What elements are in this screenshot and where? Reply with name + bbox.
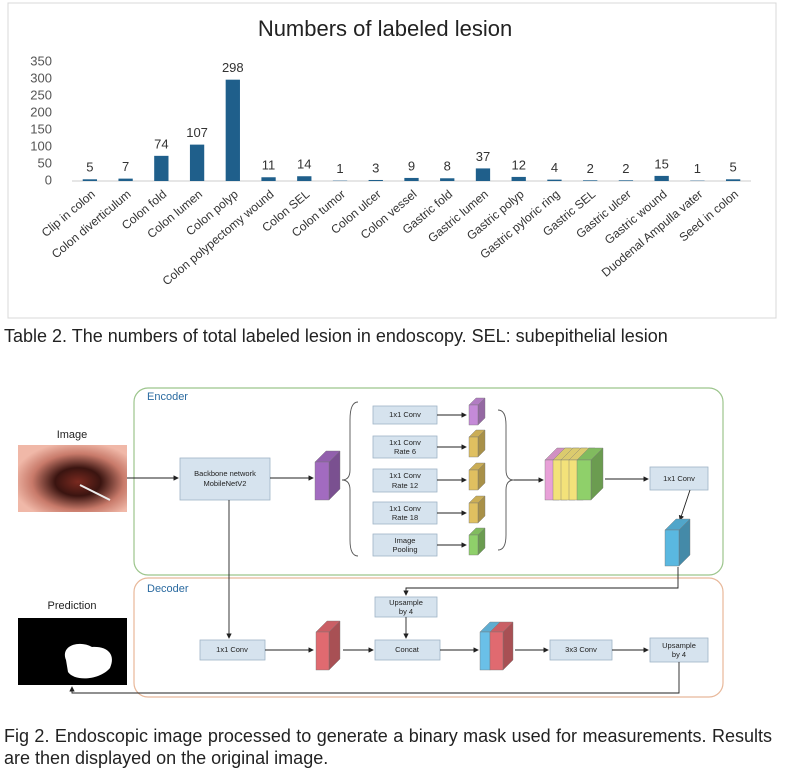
y-tick-label: 150 <box>30 121 52 136</box>
feature-maps <box>314 397 691 671</box>
value-label: 8 <box>444 159 451 174</box>
bar <box>189 144 205 181</box>
y-tick-label: 50 <box>38 155 52 170</box>
value-label: 14 <box>297 157 311 172</box>
value-label: 3 <box>372 160 379 175</box>
mask-blob <box>64 643 112 679</box>
node-text: Upsample <box>662 641 696 650</box>
node-box <box>372 468 438 493</box>
node-text: Rate 12 <box>392 481 418 490</box>
arrow <box>403 567 679 596</box>
bar <box>475 168 491 181</box>
value-label: 12 <box>511 157 525 172</box>
y-tick-label: 350 <box>30 53 52 68</box>
cube-front <box>468 469 479 491</box>
value-label: 5 <box>730 160 737 175</box>
bar <box>368 179 383 181</box>
cube-front <box>664 529 680 567</box>
value-label: 7 <box>122 159 129 174</box>
y-tick-label: 250 <box>30 87 52 102</box>
encoder-frame <box>133 387 724 576</box>
brace <box>497 409 515 551</box>
node-box <box>179 457 271 501</box>
prediction-label: Prediction <box>48 600 97 612</box>
value-label: 74 <box>154 136 168 151</box>
decoder-label: Decoder <box>147 583 189 595</box>
cube-front <box>468 502 479 524</box>
node-text: Pooling <box>392 545 417 554</box>
value-label: 1 <box>694 161 701 176</box>
node-text: Upsample <box>389 598 423 607</box>
brace <box>341 401 359 557</box>
input-image <box>18 445 127 512</box>
node-text: Image <box>395 536 416 545</box>
y-tick-label: 300 <box>30 70 52 85</box>
node-text: by 4 <box>672 650 686 659</box>
bar <box>618 180 634 181</box>
bar <box>440 178 455 181</box>
bar <box>654 175 669 181</box>
value-label: 2 <box>622 161 629 176</box>
cube-front <box>479 631 491 671</box>
node-text: 1x1 Conv <box>389 504 421 513</box>
node-text: Backbone network <box>194 469 256 478</box>
node-text: Concat <box>395 645 420 654</box>
cube-front <box>468 404 479 426</box>
cube-front <box>315 631 330 671</box>
value-label: 298 <box>222 60 244 75</box>
chart-frame <box>7 2 777 319</box>
table-caption: Table 2. The numbers of total labeled le… <box>4 326 668 346</box>
value-label: 15 <box>654 156 668 171</box>
bar <box>118 178 133 181</box>
bar <box>583 180 598 181</box>
image-detail <box>79 484 111 501</box>
value-label: 11 <box>262 158 276 173</box>
figure-caption: Fig 2. Endoscopic image processed to gen… <box>4 726 772 768</box>
node-text: 1x1 Conv <box>389 410 421 419</box>
cube-front <box>489 631 504 671</box>
arrow <box>69 662 680 694</box>
node-text: 3x3 Conv <box>565 645 597 654</box>
node-text: 1x1 Conv <box>663 474 695 483</box>
decoder-frame <box>133 577 724 698</box>
node-text: 1x1 Conv <box>216 645 248 654</box>
encoder-label: Encoder <box>147 391 188 403</box>
node-text: 1x1 Conv <box>389 438 421 447</box>
cube-front <box>314 461 330 501</box>
node-text: 1x1 Conv <box>389 471 421 480</box>
node-text: Rate 18 <box>392 513 418 522</box>
node-text: MobileNetV2 <box>204 479 247 488</box>
bar <box>511 176 526 181</box>
chart-title: Numbers of labeled lesion <box>258 16 512 41</box>
value-label: 37 <box>476 149 490 164</box>
node-box <box>649 466 709 491</box>
arrow <box>678 489 691 521</box>
y-tick-label: 100 <box>30 138 52 153</box>
bar <box>82 179 98 181</box>
image-label: Image <box>57 429 88 441</box>
node-text: Rate 6 <box>394 447 416 456</box>
cube-front <box>468 436 479 458</box>
y-tick-label: 0 <box>45 172 52 187</box>
bar <box>404 177 419 181</box>
node-text: by 4 <box>399 607 413 616</box>
value-label: 4 <box>551 160 558 175</box>
bar <box>154 155 169 181</box>
value-label: 2 <box>587 161 594 176</box>
bar <box>297 176 312 181</box>
diagram: Encoder Decoder Image Prediction Backbon… <box>18 387 724 698</box>
cube-front <box>576 459 592 501</box>
bar <box>225 79 240 181</box>
value-label: 9 <box>408 158 415 173</box>
value-label: 107 <box>186 125 208 140</box>
bar <box>547 179 562 181</box>
cube-front <box>468 534 479 556</box>
bar <box>261 177 276 181</box>
y-tick-label: 200 <box>30 104 52 119</box>
value-label: 5 <box>86 160 93 175</box>
value-label: 1 <box>336 161 343 176</box>
bar <box>725 179 741 181</box>
